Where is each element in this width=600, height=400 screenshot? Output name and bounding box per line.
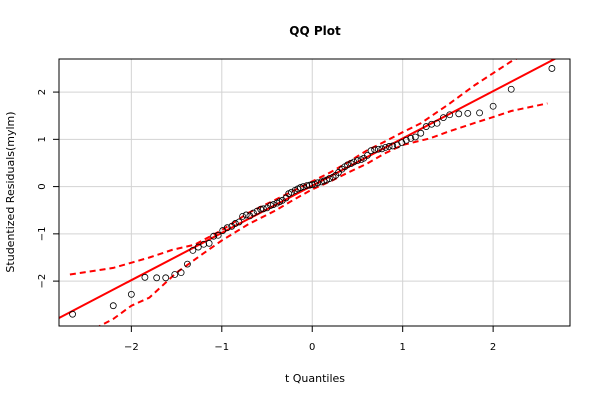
data-point	[109, 302, 117, 310]
x-tick-label: 2	[490, 342, 496, 353]
x-axis-label: t Quantiles	[285, 372, 345, 385]
data-point	[364, 152, 371, 159]
data-point	[177, 269, 185, 277]
data-point	[354, 157, 361, 165]
data-point	[402, 136, 410, 144]
data-point	[210, 232, 218, 240]
data-point	[184, 260, 191, 268]
x-tick-label: 1	[399, 342, 405, 353]
chart-title: QQ Plot	[289, 24, 341, 38]
x-tick-label: 0	[309, 342, 315, 353]
data-point	[253, 207, 261, 215]
y-tick-label: −1	[37, 226, 48, 241]
data-point	[371, 146, 379, 154]
data-point	[367, 147, 375, 155]
data-point	[127, 290, 135, 298]
data-point	[439, 114, 447, 121]
data-point	[278, 196, 286, 204]
data-point	[141, 273, 149, 281]
data-point	[548, 65, 556, 72]
data-point	[205, 239, 213, 247]
y-tick-label: 0	[37, 183, 48, 189]
data-point	[269, 201, 277, 208]
data-point	[223, 224, 231, 232]
data-point	[464, 109, 472, 117]
data-point	[374, 145, 382, 153]
data-point	[382, 143, 389, 151]
reference-line	[59, 59, 557, 319]
data-points	[69, 65, 556, 318]
data-point	[297, 184, 304, 191]
data-point	[239, 212, 246, 220]
plot-frame	[58, 58, 571, 327]
data-point	[200, 240, 208, 248]
data-point	[263, 204, 271, 212]
data-point	[433, 119, 441, 127]
y-tick-label: 1	[37, 136, 48, 142]
y-tick-label: 2	[37, 89, 48, 95]
data-point	[428, 120, 436, 128]
data-point	[306, 181, 313, 189]
data-point	[267, 202, 275, 209]
data-point	[314, 179, 322, 187]
y-tick-label: −2	[37, 274, 48, 289]
y-axis: −2 −1 0 1 2	[37, 89, 59, 289]
data-point	[259, 205, 267, 213]
data-point	[171, 271, 179, 278]
data-point	[242, 211, 250, 219]
y-axis-label: Studentized Residuals(mylm)	[4, 111, 17, 272]
data-point	[250, 209, 257, 217]
data-point	[385, 143, 393, 150]
data-point	[378, 145, 386, 153]
data-point	[288, 188, 295, 196]
data-point	[344, 161, 351, 169]
x-tick-label: −1	[214, 342, 229, 353]
data-point	[162, 274, 170, 282]
data-point	[446, 111, 454, 119]
data-point	[476, 109, 483, 117]
data-point	[189, 246, 197, 254]
confidence-band-upper	[69, 59, 518, 276]
data-point	[214, 231, 222, 239]
data-point	[350, 158, 358, 166]
data-point	[326, 175, 333, 182]
confidence-band-lower	[97, 102, 548, 326]
grid-lines	[59, 59, 570, 326]
data-point	[235, 218, 243, 226]
data-point	[411, 133, 419, 141]
reference-lines	[59, 59, 557, 326]
data-point	[69, 310, 76, 318]
data-point	[153, 274, 161, 282]
data-point	[417, 129, 425, 137]
data-point	[489, 102, 497, 110]
data-point	[389, 142, 397, 150]
data-point	[257, 205, 265, 213]
data-point	[299, 183, 307, 190]
x-axis: −2 −1 0 1 2	[124, 326, 496, 353]
data-point	[507, 85, 515, 93]
x-tick-label: −2	[124, 342, 139, 353]
data-point	[231, 220, 239, 227]
data-point	[407, 134, 415, 142]
data-point	[455, 110, 463, 118]
data-point	[194, 243, 202, 251]
data-point	[303, 182, 311, 190]
